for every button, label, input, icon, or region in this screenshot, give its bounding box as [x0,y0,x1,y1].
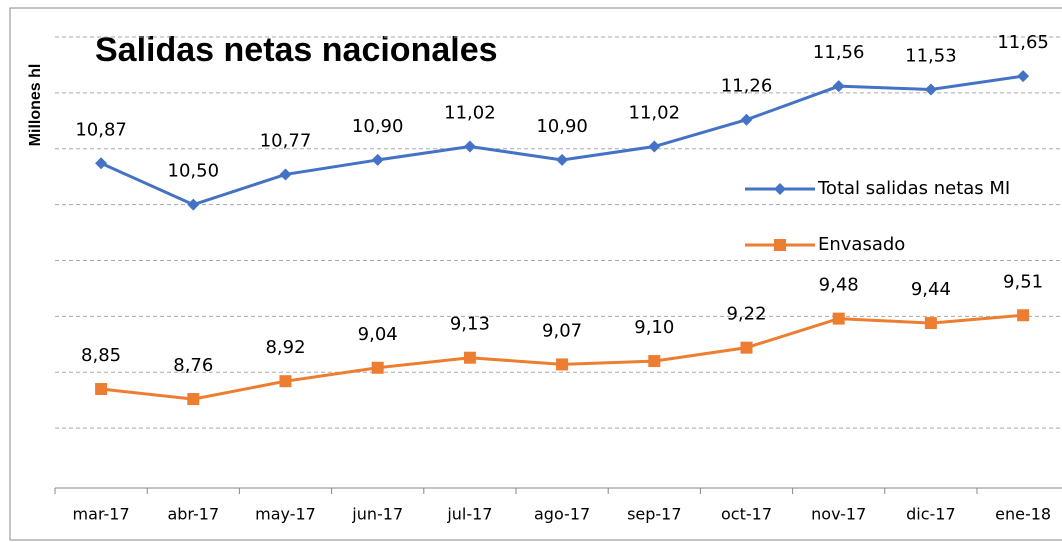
data-label: 11,02 [629,103,681,124]
point [187,198,200,211]
data-label: 9,13 [450,314,490,335]
data-label: 10,77 [260,130,312,151]
data-label: 8,92 [265,337,305,358]
point [95,157,108,170]
point [463,351,476,364]
point [371,361,384,374]
point [556,358,569,371]
data-label: 10,50 [168,161,220,182]
x-tick-label: dic-17 [906,505,956,524]
point [740,113,753,126]
data-label: 9,04 [358,324,398,345]
legend-label: Envasado [818,234,905,255]
point [556,153,569,166]
data-label: 9,10 [634,317,674,338]
data-label: 9,22 [726,304,766,325]
legend-label: Total salidas netas MI [817,178,1010,199]
point [832,80,845,93]
y-axis-label: Millones hl [27,64,44,147]
data-label: 8,76 [173,355,213,376]
x-tick-label: jun-17 [351,505,403,524]
data-label: 9,51 [1003,271,1043,292]
point [1017,309,1030,322]
point [740,341,753,354]
data-label: 11,02 [444,103,496,124]
point [279,168,292,181]
point [832,312,845,325]
data-label: 10,90 [352,116,404,137]
x-tick-label: oct-17 [721,505,772,524]
data-label: 9,07 [542,320,582,341]
point [1017,70,1030,83]
data-label: 11,65 [997,32,1049,53]
x-tick-label: nov-17 [811,505,866,524]
x-tick-label: abr-17 [167,505,219,524]
legend-marker [774,183,786,195]
data-label: 11,53 [905,46,957,67]
data-label: 10,87 [75,119,127,140]
x-tick-label: mar-17 [73,505,130,524]
point [187,393,200,406]
x-tick-label: ago-17 [534,505,590,524]
point [924,317,937,330]
legend-marker [774,239,786,251]
point [924,83,937,96]
data-label: 9,44 [911,279,951,300]
data-label: 8,85 [81,345,121,366]
x-tick-label: ene-18 [995,505,1051,524]
chart-border [9,7,1062,541]
x-tick-label: jul-17 [446,505,492,524]
point [463,140,476,153]
point [648,140,661,153]
x-tick-label: may-17 [255,505,316,524]
x-tick-label: sep-17 [627,505,681,524]
point [371,153,384,166]
point [648,355,661,368]
data-label: 9,48 [819,275,859,296]
data-label: 11,56 [813,42,865,63]
data-label: 11,26 [721,76,773,97]
point [279,375,292,388]
point [95,383,108,396]
data-label: 10,90 [536,116,588,137]
